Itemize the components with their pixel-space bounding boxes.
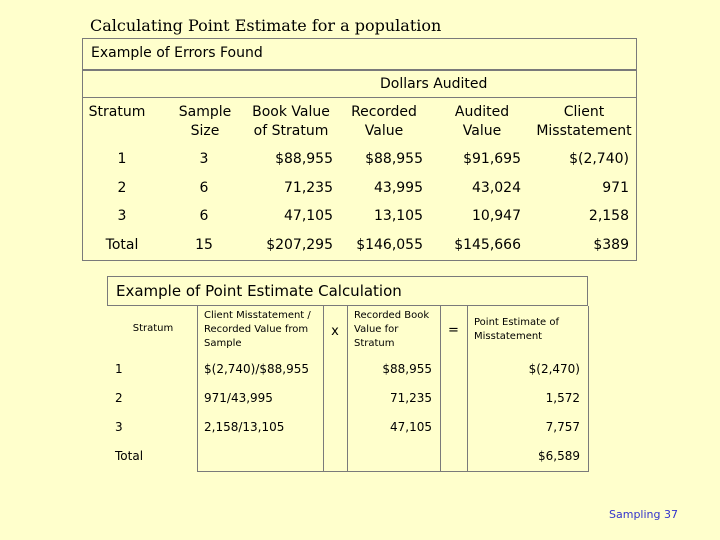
- col-audited-value: Audited Value: [454, 104, 510, 139]
- row-audited-value: 43,024: [472, 180, 521, 196]
- row-audited-value: $91,695: [463, 151, 521, 167]
- row-stratum: Total: [115, 449, 144, 463]
- row-audited-value: 10,947: [472, 208, 521, 224]
- col-book-value: Recorded Book Value for Stratum: [354, 310, 430, 349]
- col-book-value: Book Value of Stratum: [252, 104, 330, 139]
- row-audited-value: $145,666: [454, 237, 521, 253]
- col-stratum: Stratum: [88, 104, 146, 120]
- row-sample-size: 15: [195, 237, 213, 253]
- row-book-value: $88,955: [382, 362, 432, 376]
- row-point-estimate: $6,589: [538, 449, 580, 463]
- row-recorded-value: $146,055: [356, 237, 423, 253]
- row-recorded-value: 13,105: [374, 208, 423, 224]
- page-title: Calculating Point Estimate for a populat…: [90, 16, 442, 35]
- row-stratum: 3: [117, 208, 127, 224]
- times-sign: x: [331, 324, 339, 339]
- errors-table-heading: Example of Errors Found: [82, 38, 637, 70]
- row-book-value: $88,955: [275, 151, 333, 167]
- row-book-value: 47,105: [284, 208, 333, 224]
- col-sample-size: Sample Size: [178, 104, 232, 139]
- row-ratio: 971/43,995: [204, 391, 273, 405]
- row-stratum: 3: [115, 420, 123, 434]
- equals-sign: =: [448, 323, 459, 338]
- row-book-value: 71,235: [390, 391, 432, 405]
- row-stratum: Total: [105, 237, 139, 253]
- estimate-table-heading: Example of Point Estimate Calculation: [107, 276, 588, 306]
- row-sample-size: 3: [199, 151, 209, 167]
- row-book-value: 71,235: [284, 180, 333, 196]
- row-client-misstatement: 2,158: [588, 208, 629, 224]
- row-point-estimate: 7,757: [545, 420, 580, 434]
- row-point-estimate: 1,572: [545, 391, 580, 405]
- row-stratum: 2: [115, 391, 123, 405]
- row-ratio: $(2,740)/$88,955: [204, 362, 310, 376]
- row-book-value: $207,295: [266, 237, 333, 253]
- row-sample-size: 6: [199, 208, 209, 224]
- col-stratum: Stratum: [132, 323, 174, 334]
- row-stratum: 1: [115, 362, 123, 376]
- row-recorded-value: $88,955: [365, 151, 423, 167]
- row-recorded-value: 43,995: [374, 180, 423, 196]
- row-client-misstatement: $(2,740): [569, 151, 629, 167]
- row-book-value: 47,105: [390, 420, 432, 434]
- slide-footer: Sampling 37: [609, 508, 678, 521]
- row-client-misstatement: $389: [593, 237, 629, 253]
- row-client-misstatement: 971: [602, 180, 629, 196]
- dollars-audited-label: Dollars Audited: [82, 70, 637, 98]
- col-client-misstatement: Client Misstatement: [536, 104, 632, 139]
- row-stratum: 2: [117, 180, 127, 196]
- col-point-estimate: Point Estimate of Misstatement: [474, 317, 559, 342]
- row-sample-size: 6: [199, 180, 209, 196]
- row-stratum: 1: [117, 151, 127, 167]
- row-point-estimate: $(2,470): [528, 362, 580, 376]
- col-ratio: Client Misstatement / Recorded Value fro…: [204, 310, 311, 349]
- row-ratio: 2,158/13,105: [204, 420, 285, 434]
- col-recorded-value: Recorded Value: [351, 104, 417, 139]
